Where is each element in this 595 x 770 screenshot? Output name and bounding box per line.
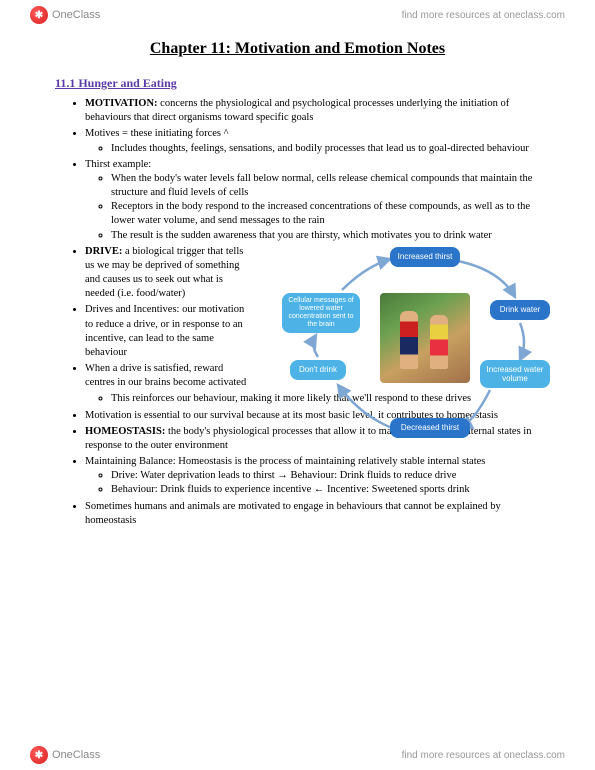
header-tagline: find more resources at oneclass.com	[402, 10, 565, 21]
chapter-title: Chapter 11: Motivation and Emotion Notes	[55, 40, 540, 58]
sub-item: Drive: Water deprivation leads to thirst…	[111, 469, 540, 483]
notes-list: MOTIVATION: concerns the physiological a…	[55, 97, 540, 243]
footer-tagline: find more resources at oneclass.com	[402, 750, 565, 761]
sub-item: When the body's water levels fall below …	[111, 172, 540, 200]
logo-text: OneClass	[52, 9, 100, 21]
text: When a drive is satisfied, reward centre…	[85, 363, 246, 388]
brand-logo: ✱ OneClass	[30, 6, 100, 24]
notes-list-wrapped: DRIVE: a biological trigger that tells u…	[55, 245, 250, 391]
sub-item: Behaviour: Drink fluids to experience in…	[111, 483, 540, 497]
list-item: Sometimes humans and animals are motivat…	[85, 500, 540, 528]
brand-logo-footer: ✱ OneClass	[30, 746, 100, 764]
page-footer: ✱ OneClass find more resources at onecla…	[0, 740, 595, 770]
logo-icon: ✱	[30, 746, 48, 764]
node-increased-volume: Increased water volume	[480, 360, 550, 388]
list-item: DRIVE: a biological trigger that tells u…	[85, 245, 250, 302]
page-header: ✱ OneClass find more resources at onecla…	[0, 0, 595, 30]
text: Maintaining Balance: Homeostasis is the …	[85, 456, 485, 467]
list-item: Drives and Incentives: our motivation to…	[85, 303, 250, 360]
sub-item: Includes thoughts, feelings, sensations,…	[111, 142, 540, 156]
text: Motives = these initiating forces ^	[85, 128, 229, 139]
sub-item: Receptors in the body respond to the inc…	[111, 200, 540, 228]
section-title: 11.1 Hunger and Eating	[55, 76, 540, 91]
runner-figure	[400, 311, 418, 369]
term-motivation: MOTIVATION:	[85, 98, 158, 109]
sub-item: The result is the sudden awareness that …	[111, 229, 540, 243]
term-drive: DRIVE:	[85, 246, 122, 257]
node-decreased-thirst: Decreased thirst	[390, 418, 470, 438]
list-item: When a drive is satisfied, reward centre…	[85, 362, 250, 390]
document-content: Chapter 11: Motivation and Emotion Notes…	[0, 0, 595, 570]
node-dont-drink: Don't drink	[290, 360, 346, 380]
runners-photo	[380, 293, 470, 383]
text: Thirst example:	[85, 159, 151, 170]
node-cellular: Cellular messages of lowered water conce…	[282, 293, 360, 333]
list-item: Maintaining Balance: Homeostasis is the …	[85, 455, 540, 498]
logo-icon: ✱	[30, 6, 48, 24]
node-drink-water: Drink water	[490, 300, 550, 320]
list-item: MOTIVATION: concerns the physiological a…	[85, 97, 540, 125]
thirst-cycle-diagram: Increased thirst Drink water Increased w…	[280, 245, 550, 440]
runner-figure	[430, 315, 448, 369]
logo-text: OneClass	[52, 749, 100, 761]
list-item: Motives = these initiating forces ^ Incl…	[85, 127, 540, 155]
term-homeostasis: HOMEOSTASIS:	[85, 426, 165, 437]
node-increased-thirst: Increased thirst	[390, 247, 460, 267]
list-item: Thirst example: When the body's water le…	[85, 158, 540, 243]
